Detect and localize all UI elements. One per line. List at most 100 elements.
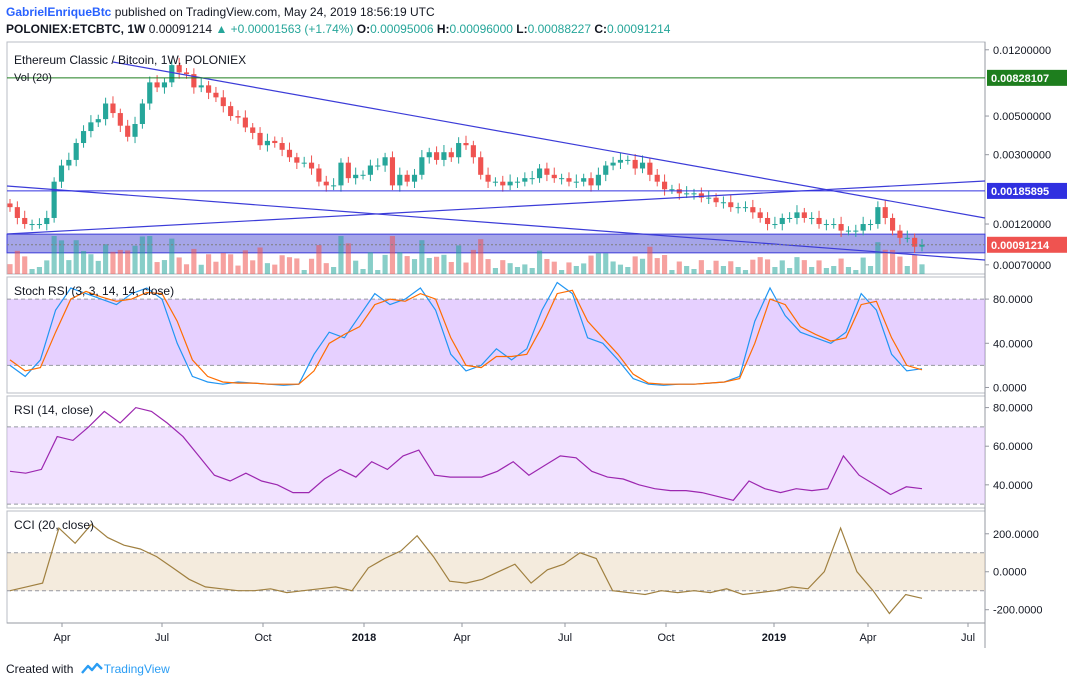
rsi-band — [7, 426, 985, 505]
candle-body — [323, 181, 329, 186]
candle-body — [213, 92, 219, 98]
candle-body — [742, 207, 749, 209]
candle-body — [603, 165, 609, 175]
candle-body — [536, 168, 543, 179]
candle-body — [573, 181, 579, 183]
volume-bar — [684, 266, 690, 274]
volume-bar — [669, 270, 675, 274]
candle-body — [823, 224, 829, 226]
stoch-rsi-y-tick-label: 80.0000 — [993, 294, 1033, 306]
volume-bar — [897, 256, 903, 274]
volume-bar — [912, 255, 918, 274]
volume-bar — [22, 256, 28, 274]
candle-body — [206, 85, 212, 93]
volume-bar — [441, 254, 447, 274]
volume-bar — [272, 264, 278, 274]
volume-bar — [183, 264, 190, 274]
volume-bar — [58, 240, 65, 274]
candle-body — [816, 217, 822, 225]
volume-bar — [691, 269, 697, 274]
candle-body — [478, 157, 484, 175]
volume-bar — [73, 240, 79, 274]
candle-body — [691, 193, 697, 195]
chart-canvas[interactable]: Apr Jul Oct 2018 Apr Jul Oct 2019 Apr Jul 0.008281… — [0, 40, 1073, 658]
volume-bar — [529, 268, 535, 274]
candle-body — [639, 162, 646, 169]
candle-body — [750, 207, 756, 213]
volume-bar — [169, 238, 175, 274]
volume-bar — [610, 261, 616, 274]
volume-bar — [588, 255, 594, 274]
footer: Created with TradingView — [6, 662, 170, 676]
volume-bar — [367, 252, 373, 274]
candle-body — [264, 140, 270, 146]
cci-line-cci — [9, 523, 923, 615]
candle-body — [389, 157, 396, 186]
x-tick-label: Apr — [859, 632, 876, 644]
candle-body — [51, 181, 57, 218]
candle-body — [890, 217, 896, 231]
volume-bar — [507, 263, 513, 274]
descending-trendline-lower — [6, 185, 986, 261]
volume-bar — [353, 260, 359, 274]
volume-bar — [809, 267, 815, 274]
price-pane-title: Ethereum Classic / Bitcoin, 1W, POLONIEX — [14, 53, 246, 67]
volume-bar — [698, 260, 704, 274]
volume-bar — [176, 257, 182, 274]
ohlc-close-value: 0.00091214 — [607, 22, 671, 36]
candle-body — [860, 224, 866, 231]
tradingview-brand[interactable]: TradingView — [103, 662, 170, 676]
candle-body — [595, 174, 601, 186]
volume-bar — [448, 261, 454, 274]
stoch-rsi-y-tick-label: 0.0000 — [993, 382, 1027, 394]
volume-bar — [191, 248, 197, 274]
volume-bar — [44, 260, 50, 274]
author-link[interactable]: GabrielEnriqueBtc — [6, 5, 112, 19]
volume-bar — [500, 260, 506, 274]
volume-bar — [36, 267, 42, 274]
volume-bar — [522, 264, 528, 274]
candle-body — [198, 85, 204, 88]
volume-bar — [308, 258, 315, 274]
level-label-resistance: 0.00828107 — [991, 73, 1049, 85]
volume-bar — [801, 260, 807, 274]
y-tick-label: 0.00300000 — [993, 150, 1051, 162]
candle-body — [191, 74, 197, 88]
volume-bar — [397, 252, 403, 274]
candle-body — [345, 162, 351, 179]
volume-bar — [603, 253, 609, 274]
up-arrow-icon: ▲ — [215, 22, 228, 36]
support-zone — [6, 233, 986, 254]
volume-bar — [720, 266, 726, 274]
symbol-label: POLONIEX:ETCBTC, 1W — [6, 22, 146, 36]
volume-bar — [264, 263, 270, 274]
candle-body — [316, 168, 322, 182]
candle-body — [73, 143, 79, 160]
candle-body — [426, 152, 432, 158]
candle-body — [801, 212, 807, 218]
candle-body — [669, 189, 675, 191]
x-tick-label: 2019 — [762, 632, 786, 644]
level-label-support: 0.00185895 — [991, 186, 1049, 198]
volume-bar — [757, 257, 763, 274]
volume-bar — [875, 242, 881, 274]
cci-y-tick-label: -200.0000 — [993, 605, 1043, 617]
volume-bar — [132, 245, 138, 274]
level-label-bg-support — [987, 182, 1067, 199]
volume-bar — [316, 245, 322, 274]
candle-body — [7, 203, 13, 208]
volume-bar — [161, 260, 168, 274]
candle-body — [88, 122, 94, 132]
volume-bar — [294, 258, 300, 274]
volume-bar — [559, 270, 565, 274]
volume-bar — [29, 269, 35, 274]
candle-body — [684, 193, 690, 195]
rsi-y-tick-label: 80.0000 — [993, 403, 1033, 415]
x-tick-label: Oct — [657, 632, 674, 644]
ohlc-close-key: C: — [594, 22, 608, 36]
volume-bar — [213, 261, 219, 274]
volume-bar — [573, 266, 579, 274]
rsi-y-tick-label: 60.0000 — [993, 441, 1033, 453]
candle-body — [14, 207, 20, 218]
candle-body — [904, 237, 910, 239]
